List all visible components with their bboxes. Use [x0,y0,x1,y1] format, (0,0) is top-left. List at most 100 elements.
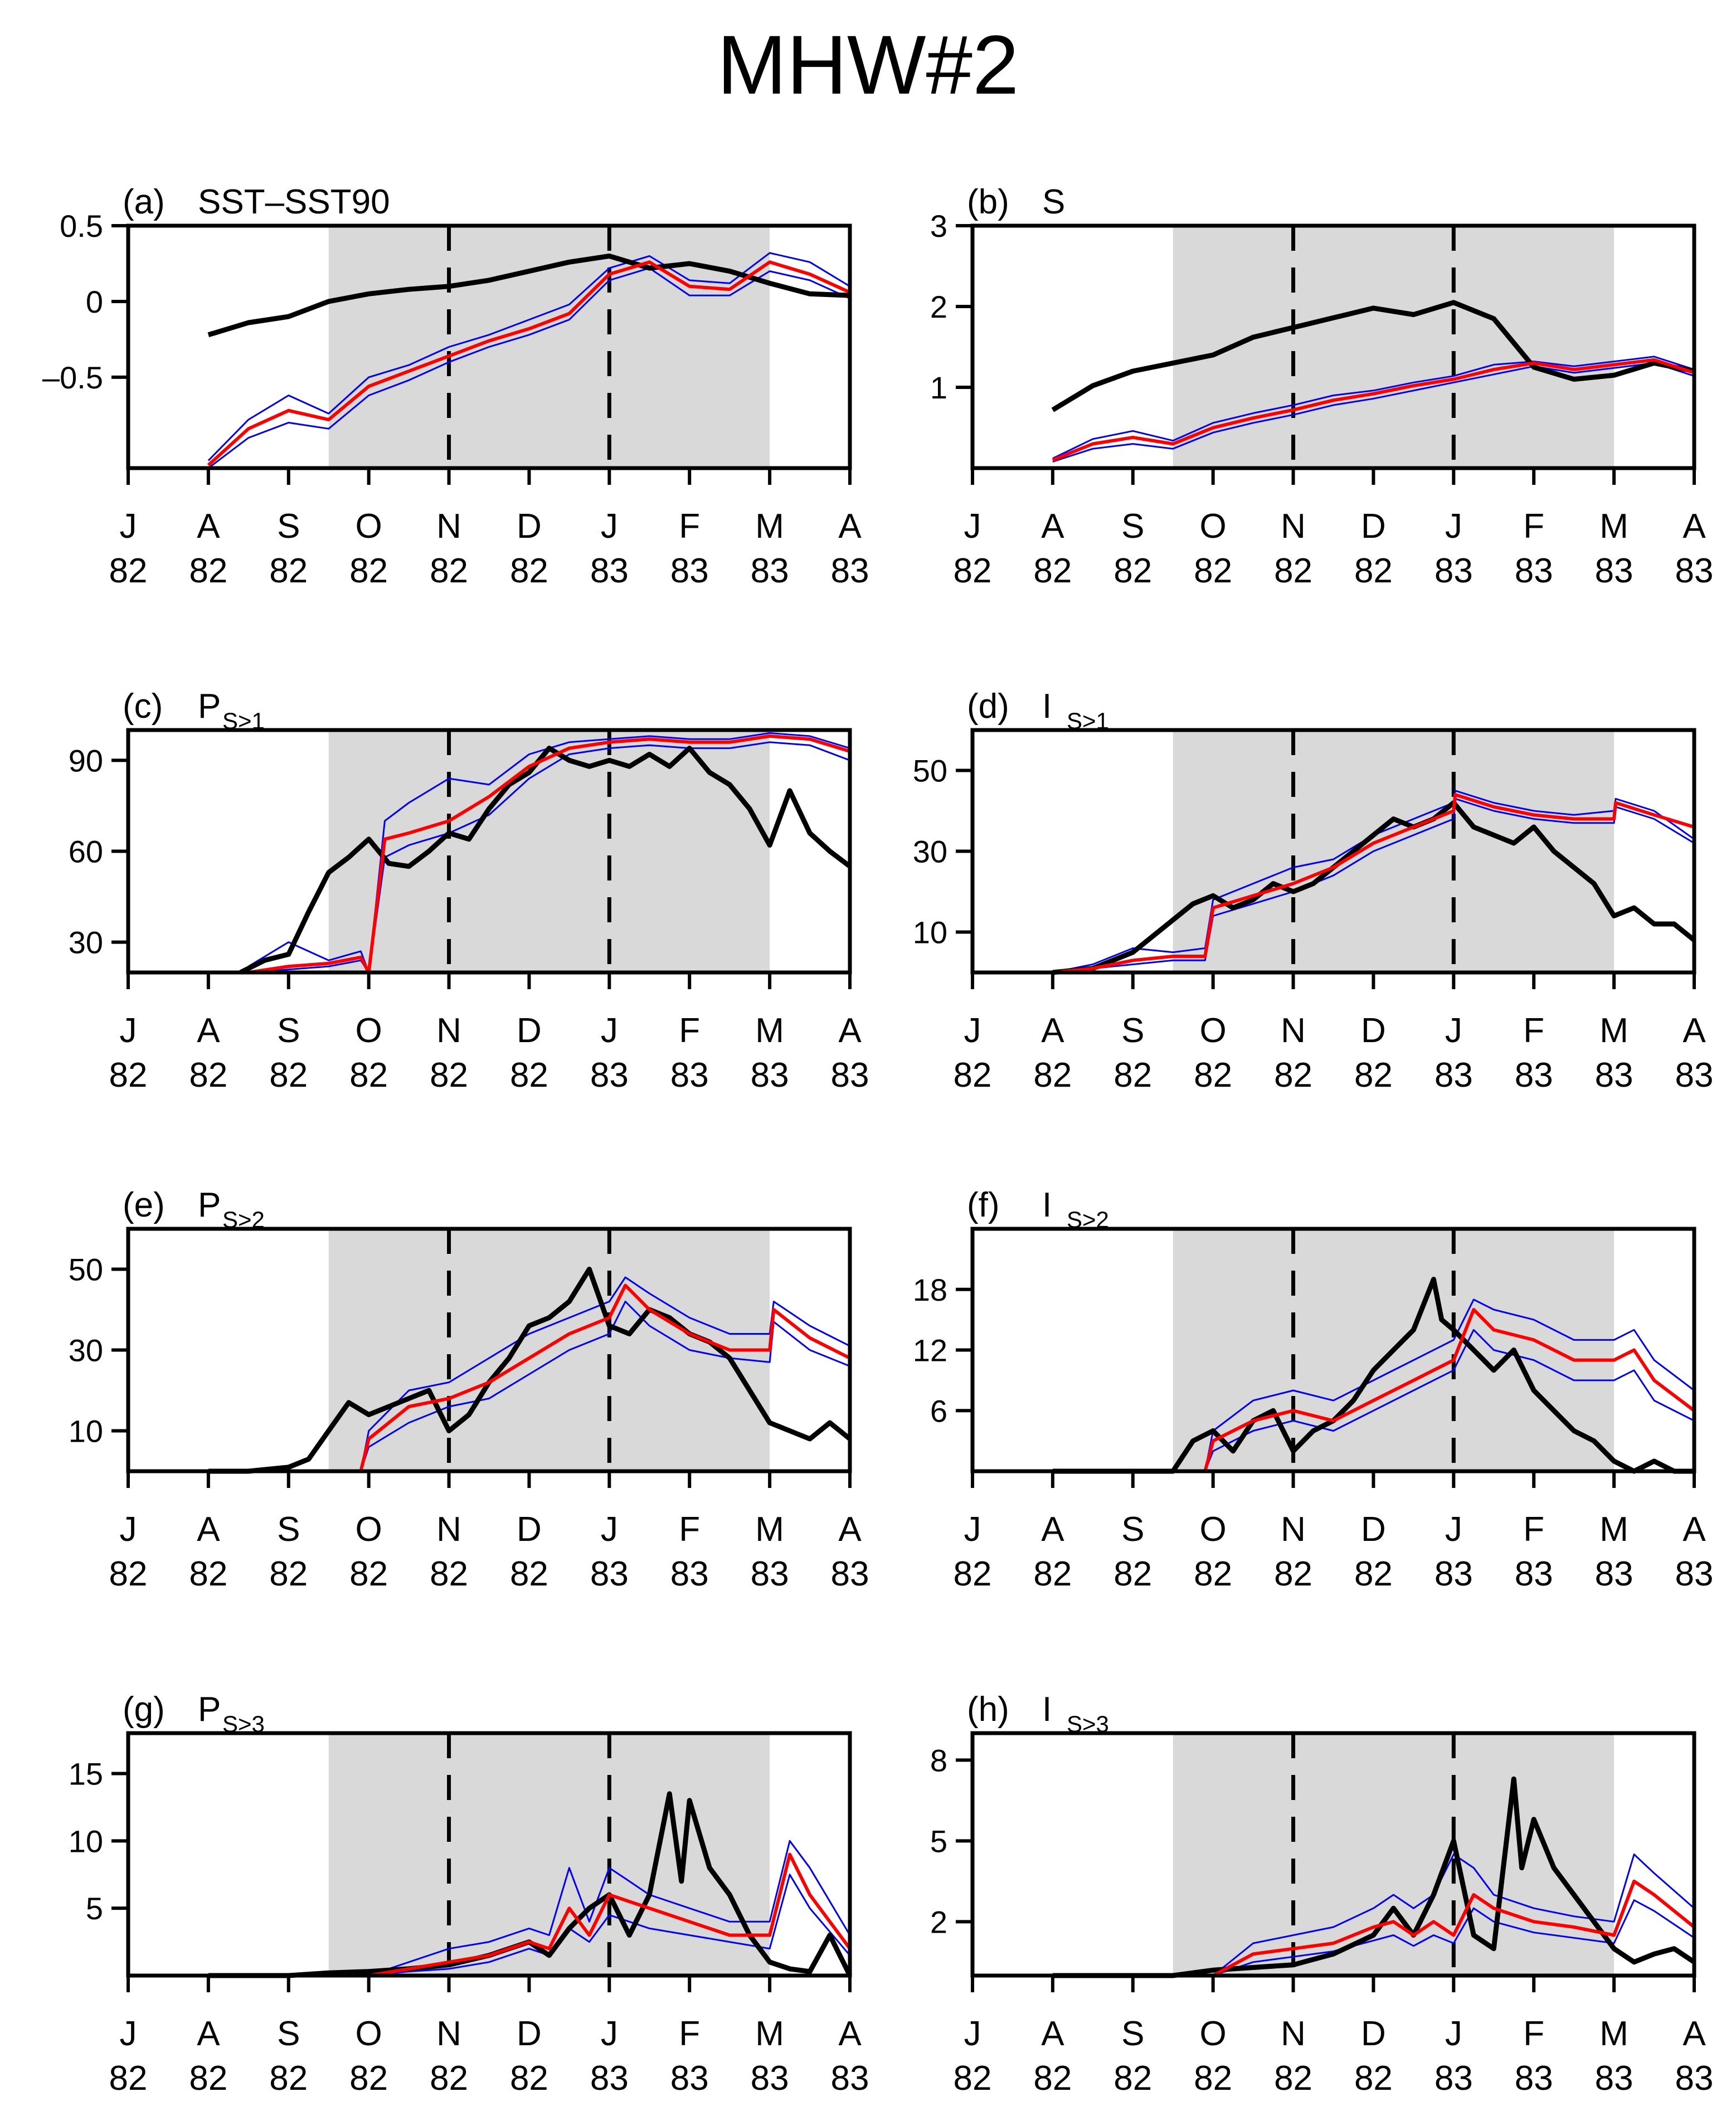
y-tick-label: 6 [930,1393,947,1428]
panel-label: (c) [123,687,163,726]
series-line-ensemble-mean [1203,1308,1695,1472]
y-tick-label: 18 [913,1272,947,1307]
x-tick-label-year: 82 [954,2059,992,2098]
panel-title: P [198,1186,221,1224]
x-tick-label-month: J [1445,1510,1462,1549]
series-line-member-1 [1052,356,1695,459]
series-line-observed [1051,300,1695,412]
x-tick-label-year: 82 [109,552,148,590]
x-tick-label-year: 83 [831,1555,869,1593]
x-tick-label-month: J [964,507,981,546]
x-tick-label-month: A [197,1011,220,1050]
x-tick-label-month: S [277,507,300,546]
x-tick-label-year: 82 [954,1056,992,1095]
y-tick-label: 2 [930,1904,947,1939]
x-tick-label-year: 82 [349,552,388,590]
x-tick-label-month: J [120,2015,137,2053]
x-tick-label-year: 83 [670,2059,709,2098]
x-tick-label-year: 82 [430,1056,468,1095]
x-tick-label-year: 83 [1595,1056,1633,1095]
y-tick-label: 50 [69,1252,103,1287]
panel-g: 15 10 5 J 82 A 82 S 82 O 82 N 82 D 82 J 83 F 83 M 83 A 83 (g) P S… [69,1690,869,2098]
x-tick-label-month: A [1041,2015,1064,2053]
x-tick-label-year: 83 [1515,1056,1553,1095]
x-tick-label-year: 82 [189,1555,227,1593]
x-tick-label-month: F [1523,507,1544,546]
plot-frame [970,223,1696,470]
x-tick-label-month: J [964,2015,981,2053]
x-tick-label-month: F [1523,1011,1544,1050]
panel-e: 50 30 10 J 82 A 82 S 82 O 82 N 82 D 82 J 83 F 83 M 83 A 83 (e) P… [69,1186,869,1593]
plot-frame [126,223,852,470]
x-tick-label-year: 82 [269,552,308,590]
panel-title: I [1042,1690,1052,1729]
x-tick-label-year: 83 [751,552,789,590]
series-line-member-1 [368,1840,851,1977]
series-line-ensemble-mean [368,1852,852,1977]
x-tick-label-year: 82 [269,2059,308,2098]
x-tick-label-year: 82 [1113,552,1152,590]
shaded-region [1173,730,1615,972]
series-line-observed [1052,800,1696,975]
x-tick-label-year: 83 [751,1555,789,1593]
x-tick-label-month: A [197,507,220,546]
x-tick-label-month: S [1121,507,1144,546]
y-tick-label: 2 [930,289,947,324]
plot-frame [970,1731,1696,1978]
series-line-ensemble-mean [248,734,850,974]
series-line-member-2 [1052,362,1695,463]
x-tick-label-year: 82 [1354,1555,1393,1593]
x-tick-label-year: 83 [1434,1056,1473,1095]
x-tick-label-month: S [277,1011,300,1050]
x-tick-label-month: S [1121,1011,1144,1050]
x-tick-label-year: 83 [1675,2059,1714,2098]
x-tick-label-month: M [755,2015,784,2053]
y-tick-label: 50 [913,753,947,789]
x-tick-label-year: 82 [1113,1555,1152,1593]
series-line-member-2 [1213,1899,1695,1977]
series-line-observed [1052,1277,1694,1474]
y-tick-label: 90 [69,743,103,778]
panel-b: 3 2 1 J 82 A 82 S 82 O 82 N 82 D 82 J 83 F 83 M 83 A 83 (b) S [930,183,1714,590]
x-tick-label-month: J [120,507,137,546]
x-tick-label-year: 82 [1274,552,1312,590]
x-tick-label-month: O [356,1011,382,1050]
x-tick-label-month: N [436,2015,461,2053]
panel-f: 18 12 6 J 82 A 82 S 82 O 82 N 82 D 82 J 83 F 83 M 83 A 83 (f) I S… [913,1186,1714,1593]
x-tick-label-year: 83 [831,2059,869,2098]
x-tick-label-year: 82 [1354,552,1393,590]
x-tick-label-year: 83 [1675,552,1714,590]
x-tick-label-year: 82 [510,2059,548,2098]
x-tick-label-year: 82 [1274,1056,1312,1095]
shaded-region [1173,226,1615,468]
x-tick-label-month: F [1523,1510,1544,1549]
x-tick-label-month: O [1200,1510,1227,1549]
series-line-member-2 [1204,1329,1695,1472]
x-tick-label-month: D [517,1011,542,1050]
panel-title: SST–SST90 [198,183,390,221]
x-tick-label-year: 82 [349,2059,388,2098]
x-tick-label-month: J [964,1510,981,1549]
y-tick-label: 0.5 [60,208,103,244]
x-tick-label-month: D [517,507,542,546]
x-tick-label-month: O [356,1510,382,1549]
x-tick-label-year: 82 [269,1555,308,1593]
x-tick-label-month: A [197,1510,220,1549]
x-tick-label-year: 83 [1515,552,1553,590]
x-tick-label-month: J [601,2015,618,2053]
x-tick-label-month: M [1599,507,1628,546]
y-tick-label: 0 [86,284,103,319]
x-tick-label-month: S [277,1510,300,1549]
x-tick-label-year: 82 [954,1555,992,1593]
y-tick-label: 30 [69,1333,103,1368]
panel-label: (d) [967,687,1009,726]
y-tick-label: –0.5 [42,360,103,395]
x-tick-label-month: M [1599,1510,1628,1549]
panel-label: (a) [123,183,165,221]
x-tick-label-month: A [1682,1510,1706,1549]
shaded-region [328,730,770,972]
x-tick-label-month: O [356,2015,382,2053]
x-tick-label-month: A [838,2015,862,2053]
x-tick-label-month: O [1200,2015,1227,2053]
